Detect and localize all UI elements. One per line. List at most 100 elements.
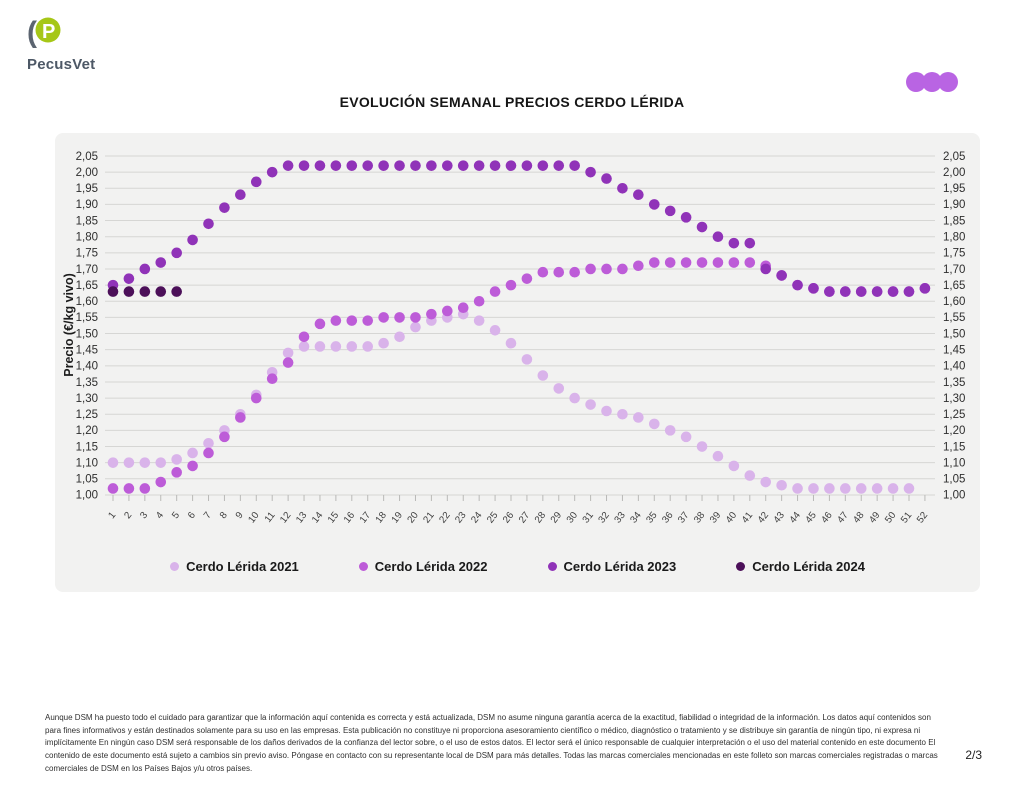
x-tick-label: 24 [469,510,485,526]
data-point [537,160,549,171]
data-point [442,305,453,317]
y-tick-label-right: 1,75 [943,248,965,260]
data-point [346,341,358,352]
data-point [887,286,899,297]
data-point [250,392,262,404]
data-point [473,315,485,326]
x-tick-label: 39 [708,510,723,525]
data-point [808,483,819,494]
data-point [203,437,214,449]
x-tick-label: 49 [867,510,882,525]
data-point [155,286,167,297]
indicator-dot-icon [938,72,958,92]
indicator-dot-icon [906,72,926,92]
data-point [728,237,740,249]
y-tick-label-right: 1,60 [943,296,965,308]
x-tick-label: 3 [138,510,150,522]
pecusvet-logo: ( P PecusVet [27,14,95,73]
data-point [139,483,151,494]
data-point [123,273,135,284]
x-tick-label: 42 [756,510,771,525]
data-point [601,263,612,275]
legend-dot-icon [358,562,368,571]
legend-label: Cerdo Lérida 2022 [374,559,488,574]
data-point [266,373,278,385]
data-point [410,160,421,171]
y-tick-label-left: 1,10 [76,457,98,469]
y-tick-label-left: 1,15 [76,441,98,453]
x-tick-label: 43 [772,510,788,526]
y-tick-label-left: 1,40 [76,361,98,373]
x-tick-label: 26 [501,510,517,526]
x-tick-label: 48 [851,510,867,526]
data-point [871,286,883,297]
x-tick-label: 41 [740,510,755,525]
data-point [744,237,756,249]
y-tick-label-left: 1,90 [76,199,98,211]
x-tick-label: 34 [628,510,644,526]
data-point [394,331,405,343]
data-point [314,341,326,352]
legend-dot-icon [736,562,746,571]
page-number: 2/3 [965,748,982,762]
data-point [139,286,151,297]
y-tick-label-left: 1,35 [76,377,98,389]
x-tick-label: 20 [405,510,421,526]
data-point [792,279,803,291]
y-tick-label-right: 1,05 [943,474,965,486]
y-tick-label-left: 1,20 [76,425,98,437]
data-point [664,205,676,217]
data-point [187,460,198,472]
data-point [712,257,724,268]
y-tick-label-right: 1,10 [943,457,965,469]
svg-text:(: ( [27,16,37,49]
y-tick-label-right: 1,50 [943,328,965,340]
data-point [617,408,628,420]
x-tick-label: 18 [374,510,390,526]
y-tick-label-left: 1,65 [76,280,98,292]
data-point [426,160,437,171]
data-point [330,315,342,326]
data-point [824,286,835,297]
data-point [410,321,421,333]
data-point [473,295,485,307]
x-tick-label: 45 [803,510,819,526]
data-point [298,341,310,352]
x-tick-label: 46 [819,510,835,526]
data-point [123,483,135,494]
x-tick-label: 11 [263,510,278,525]
page-title: EVOLUCIÓN SEMANAL PRECIOS CERDO LÉRIDA [339,94,685,110]
data-point [378,312,389,323]
data-point [521,160,533,171]
x-tick-label: 31 [581,510,596,525]
data-point [601,173,612,184]
x-tick-label: 6 [186,510,198,522]
chart-legend: Cerdo Lérida 2021 Cerdo Lérida 2022 Cerdo … [55,559,980,574]
x-tick-label: 37 [676,510,691,525]
data-point [171,454,182,465]
x-tick-label: 14 [310,510,326,526]
x-tick-label: 1 [106,510,118,521]
legend-dot-icon [170,562,180,571]
pecusvet-logo-icon: ( P [27,16,61,49]
data-point [680,212,692,223]
y-tick-label-right: 1,90 [943,199,965,211]
data-point [473,160,485,171]
data-point [155,476,167,488]
data-point [203,447,214,459]
data-point [330,341,342,352]
x-tick-label: 25 [485,510,501,526]
data-point [171,286,182,297]
y-tick-label-left: 1,05 [76,474,98,486]
data-point [696,257,708,268]
y-tick-label-right: 1,35 [943,377,965,389]
data-point [712,231,724,242]
data-point [187,234,198,246]
data-point [792,483,803,494]
data-point [378,337,389,349]
y-tick-label-right: 1,15 [943,441,965,453]
y-tick-label-left: 1,50 [76,328,98,340]
data-point [282,347,294,359]
x-tick-label: 38 [692,510,708,526]
data-point [680,257,692,268]
